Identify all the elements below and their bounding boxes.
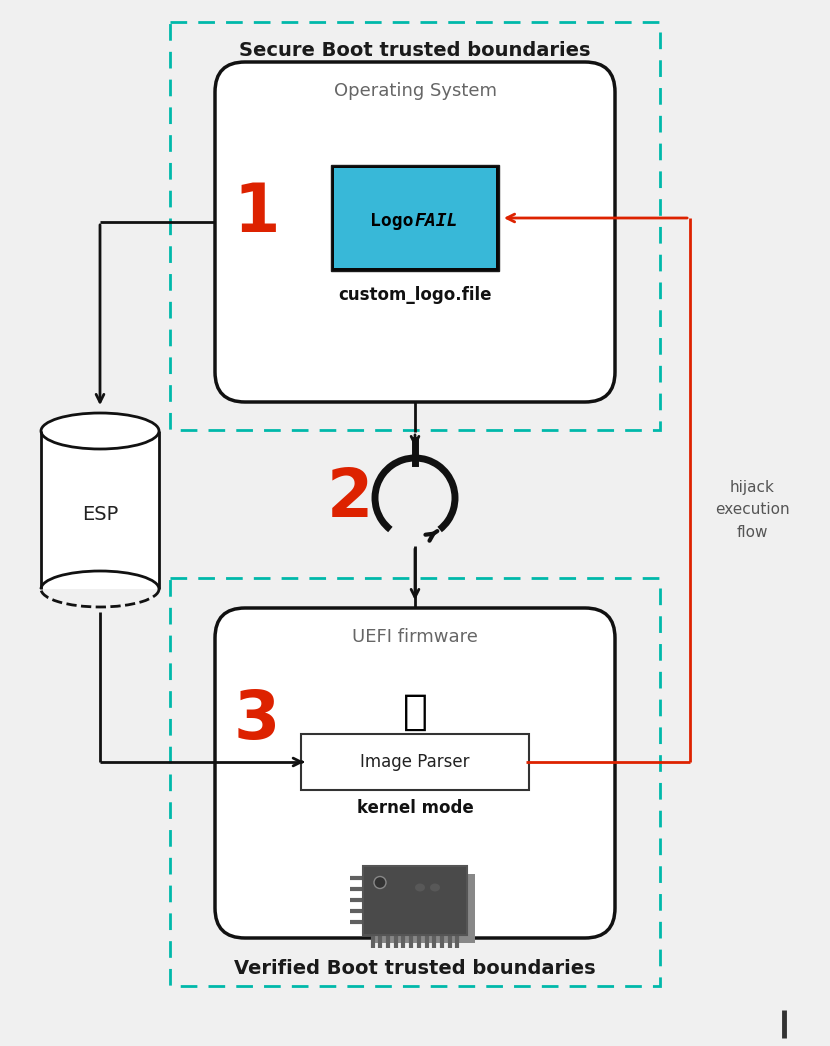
FancyBboxPatch shape	[334, 250, 496, 268]
Ellipse shape	[41, 413, 159, 449]
Text: 3: 3	[234, 687, 281, 753]
FancyBboxPatch shape	[371, 873, 475, 942]
FancyBboxPatch shape	[334, 188, 496, 250]
FancyBboxPatch shape	[301, 734, 529, 790]
Text: kernel mode: kernel mode	[357, 799, 473, 817]
Ellipse shape	[415, 884, 425, 891]
Text: Image Parser: Image Parser	[360, 753, 470, 771]
Text: 🔥: 🔥	[403, 691, 427, 733]
Text: Logo: Logo	[369, 212, 413, 230]
Text: hijack
execution
flow: hijack execution flow	[715, 480, 789, 540]
FancyBboxPatch shape	[363, 865, 467, 934]
Text: Verified Boot trusted boundaries: Verified Boot trusted boundaries	[234, 959, 596, 978]
Text: 🖥: 🖥	[414, 900, 416, 901]
FancyBboxPatch shape	[334, 168, 496, 188]
FancyBboxPatch shape	[215, 62, 615, 402]
Text: 2: 2	[327, 465, 374, 531]
Ellipse shape	[374, 877, 386, 888]
FancyBboxPatch shape	[331, 165, 499, 271]
FancyBboxPatch shape	[215, 608, 615, 938]
Text: Operating System: Operating System	[334, 82, 496, 100]
Text: custom_logo.file: custom_logo.file	[339, 286, 491, 304]
Text: UEFI firmware: UEFI firmware	[352, 628, 478, 646]
Text: Secure Boot trusted boundaries: Secure Boot trusted boundaries	[239, 41, 591, 60]
Text: FAIL: FAIL	[415, 212, 458, 230]
FancyBboxPatch shape	[41, 431, 159, 589]
Text: 1: 1	[234, 180, 281, 246]
Text: ESP: ESP	[82, 505, 118, 524]
Ellipse shape	[430, 884, 440, 891]
